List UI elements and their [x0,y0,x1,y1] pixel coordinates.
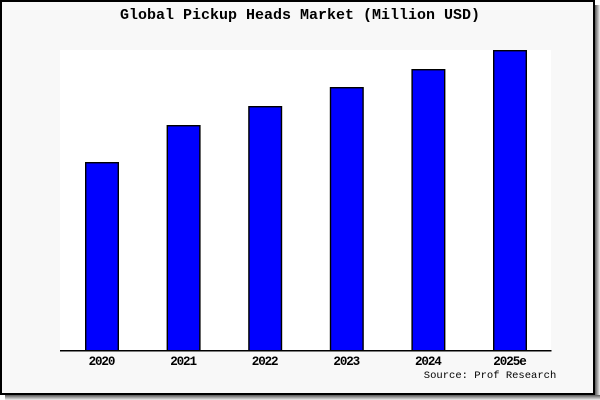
svg-text:2020: 2020 [89,355,116,369]
svg-text:2023: 2023 [333,355,360,369]
svg-text:2025e: 2025e [493,355,527,369]
svg-text:2022: 2022 [252,355,279,369]
svg-text:Source: Prof Research: Source: Prof Research [424,370,557,382]
svg-text:2024: 2024 [415,355,442,369]
svg-text:Global Pickup Heads Market (Mi: Global Pickup Heads Market (Million USD) [120,7,480,24]
svg-text:2021: 2021 [170,355,197,369]
